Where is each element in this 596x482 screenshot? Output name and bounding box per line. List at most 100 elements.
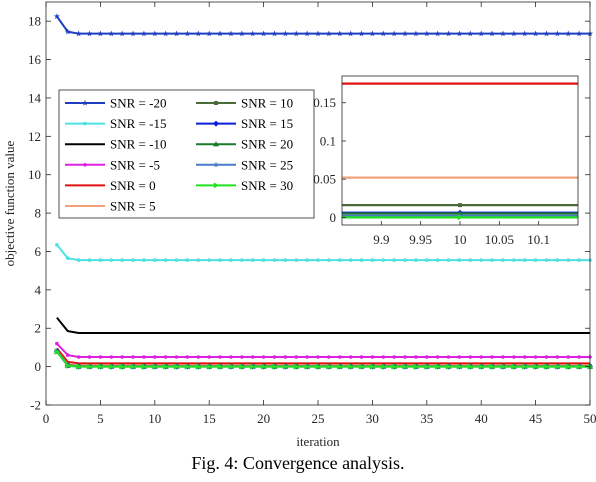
legend-marker bbox=[83, 163, 87, 167]
series-point-10 bbox=[250, 363, 256, 370]
legend: SNR = -20 SNR = -15 SNR = -10 SNR = -5 SNR =… bbox=[58, 89, 315, 219]
series-point-3 bbox=[109, 355, 114, 359]
legend-marker bbox=[214, 101, 218, 105]
series-point-3 bbox=[359, 355, 364, 359]
series-line-2 bbox=[56, 317, 590, 335]
series-point-10 bbox=[174, 363, 180, 370]
legend-marker bbox=[212, 161, 220, 168]
series-point-10 bbox=[217, 363, 224, 370]
series-point-3 bbox=[229, 355, 233, 359]
series-point-3 bbox=[381, 355, 386, 359]
inset-y-tick-label: 0 bbox=[330, 210, 337, 225]
y-tick-label: 16 bbox=[28, 52, 42, 67]
series-point-0 bbox=[238, 30, 245, 37]
series-point-0 bbox=[195, 30, 202, 37]
legend-entry: SNR = 0 bbox=[110, 178, 156, 193]
series-point-0 bbox=[499, 30, 506, 37]
series-point-0 bbox=[565, 30, 572, 37]
series-point-3 bbox=[577, 355, 581, 359]
inset-area bbox=[342, 76, 578, 225]
series-point-3 bbox=[403, 355, 407, 359]
series-point-1 bbox=[218, 258, 222, 262]
series-point-0 bbox=[140, 30, 147, 37]
series-point-10 bbox=[468, 363, 474, 370]
series-point-10 bbox=[446, 363, 452, 370]
inset-x-tick-label: 10 bbox=[454, 232, 467, 247]
series-point-3 bbox=[446, 355, 451, 359]
series-point-3 bbox=[457, 355, 462, 359]
series-point-10 bbox=[391, 363, 398, 370]
series-point-3 bbox=[207, 355, 211, 359]
inset-y-tick-label: 0.1 bbox=[320, 133, 336, 148]
series-point-0 bbox=[271, 30, 278, 37]
series-point-1 bbox=[283, 258, 288, 262]
series-point-1 bbox=[196, 258, 201, 262]
series-point-1 bbox=[566, 258, 571, 262]
series-point-0 bbox=[108, 30, 115, 37]
series-point-0 bbox=[347, 30, 354, 37]
series-point-3 bbox=[468, 355, 473, 359]
series-point-3 bbox=[261, 355, 266, 359]
series-point-10 bbox=[587, 363, 593, 370]
series-line-3 bbox=[56, 342, 590, 359]
series-point-1 bbox=[512, 258, 516, 262]
y-axis-label: objective function value bbox=[2, 140, 17, 266]
series-point-10 bbox=[359, 363, 365, 370]
legend-marker bbox=[81, 99, 89, 106]
series-point-10 bbox=[337, 363, 343, 370]
series-point-3 bbox=[142, 355, 146, 359]
series-point-10 bbox=[109, 363, 115, 370]
series-point-0 bbox=[380, 30, 387, 37]
series-point-0 bbox=[217, 30, 224, 37]
series-point-1 bbox=[457, 258, 462, 262]
series-point-0 bbox=[445, 30, 452, 37]
series-point-1 bbox=[446, 258, 451, 262]
legend-marker bbox=[213, 141, 219, 147]
series-point-3 bbox=[305, 355, 309, 359]
legend-entry: SNR = 20 bbox=[241, 137, 293, 152]
series-point-3 bbox=[370, 355, 375, 359]
series-point-0 bbox=[325, 30, 332, 37]
series-point-0 bbox=[478, 30, 485, 37]
series-point-3 bbox=[153, 355, 157, 359]
series-point-1 bbox=[544, 258, 549, 262]
series-point-10 bbox=[555, 363, 561, 370]
series-point-10 bbox=[304, 363, 311, 370]
series-point-10 bbox=[566, 363, 572, 370]
series-point-10 bbox=[294, 363, 300, 370]
series-point-3 bbox=[294, 355, 299, 359]
legend-entry: SNR = 25 bbox=[241, 157, 293, 172]
series-point-0 bbox=[173, 30, 180, 37]
series-point-10 bbox=[196, 363, 202, 370]
series-point-10 bbox=[576, 363, 583, 370]
series-point-10 bbox=[435, 363, 441, 370]
series-point-3 bbox=[240, 355, 244, 359]
series-point-10 bbox=[315, 363, 321, 370]
series-point-1 bbox=[479, 258, 484, 262]
series-point-3 bbox=[533, 355, 538, 359]
series-point-0 bbox=[489, 30, 496, 37]
series-point-1 bbox=[316, 258, 320, 262]
series-point-1 bbox=[120, 258, 124, 262]
series-point-1 bbox=[327, 258, 331, 262]
inset-y-tick-label: 0.05 bbox=[313, 172, 336, 187]
series-point-0 bbox=[391, 30, 398, 37]
series-point-10 bbox=[261, 363, 267, 370]
x-tick-label: 25 bbox=[312, 411, 325, 426]
x-tick-label: 35 bbox=[420, 411, 433, 426]
series-point-0 bbox=[249, 30, 256, 37]
series-point-1 bbox=[348, 258, 353, 262]
series-point-3 bbox=[327, 355, 331, 359]
y-tick-label: -2 bbox=[30, 398, 41, 413]
series-point-1 bbox=[131, 258, 135, 262]
series-point-3 bbox=[87, 355, 92, 359]
series-point-10 bbox=[348, 363, 354, 370]
series-point-0 bbox=[162, 30, 169, 37]
series-point-3 bbox=[283, 355, 288, 359]
x-tick-label: 45 bbox=[529, 411, 542, 426]
x-tick-label: 20 bbox=[257, 411, 270, 426]
series-point-3 bbox=[185, 355, 190, 359]
series-point-0 bbox=[206, 30, 213, 37]
series-point-3 bbox=[425, 355, 429, 359]
series-point-10 bbox=[272, 363, 278, 370]
